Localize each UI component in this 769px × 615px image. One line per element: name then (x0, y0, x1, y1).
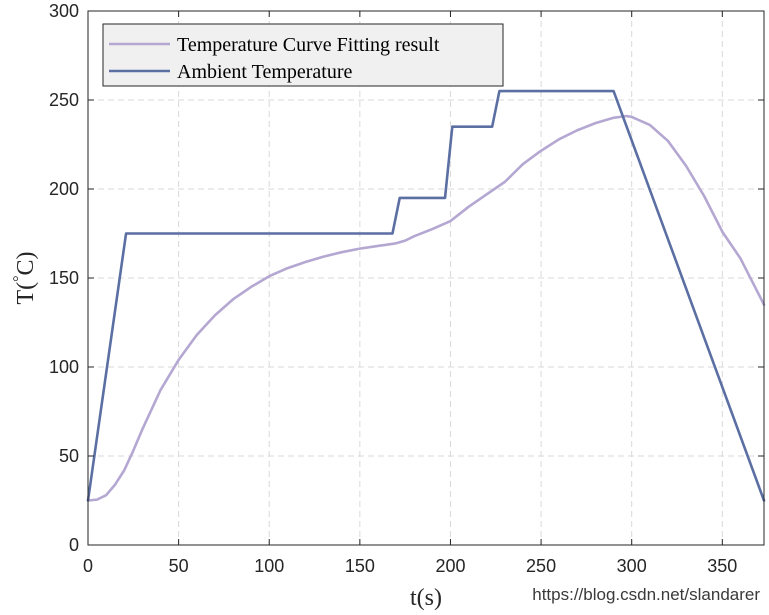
legend: Temperature Curve Fitting result Ambient… (102, 23, 504, 87)
ticks: 0 50 100 150 200 250 300 350 0 50 100 150 200 250 300 (49, 1, 764, 576)
y-axis-label: T(°C) (11, 251, 39, 304)
x-tick-label: 0 (83, 556, 93, 576)
y-tick-label: 0 (69, 535, 79, 555)
x-tick-label: 250 (526, 556, 556, 576)
legend-label-ambient: Ambient Temperature (177, 61, 353, 83)
series-line-fitting-result (86, 114, 766, 502)
legend-label-fitting: Temperature Curve Fitting result (177, 34, 440, 56)
y-axis-label-main: T( (13, 282, 39, 305)
x-tick-label: 50 (169, 556, 189, 576)
y-tick-label: 50 (59, 446, 79, 466)
series-line-ambient-temperature (86, 89, 766, 502)
x-tick-label: 350 (707, 556, 737, 576)
x-tick-label: 150 (345, 556, 375, 576)
y-tick-label: 150 (49, 268, 79, 288)
grid (88, 11, 764, 545)
y-axis-label-degree: ° (11, 275, 28, 281)
legend-box (102, 23, 504, 87)
x-axis-label: t(s) (410, 585, 442, 611)
y-tick-label: 300 (49, 1, 79, 21)
watermark: https://blog.csdn.net/slandarer (532, 585, 760, 604)
y-tick-label: 200 (49, 179, 79, 199)
series-group (86, 89, 766, 502)
y-tick-label: 100 (49, 357, 79, 377)
x-tick-label: 100 (254, 556, 284, 576)
x-tick-label: 300 (617, 556, 647, 576)
y-axis-label-unit: C) (13, 251, 39, 275)
x-tick-label: 200 (435, 556, 465, 576)
svg-text:T(°C): T(°C) (11, 251, 39, 304)
y-tick-label: 250 (49, 90, 79, 110)
